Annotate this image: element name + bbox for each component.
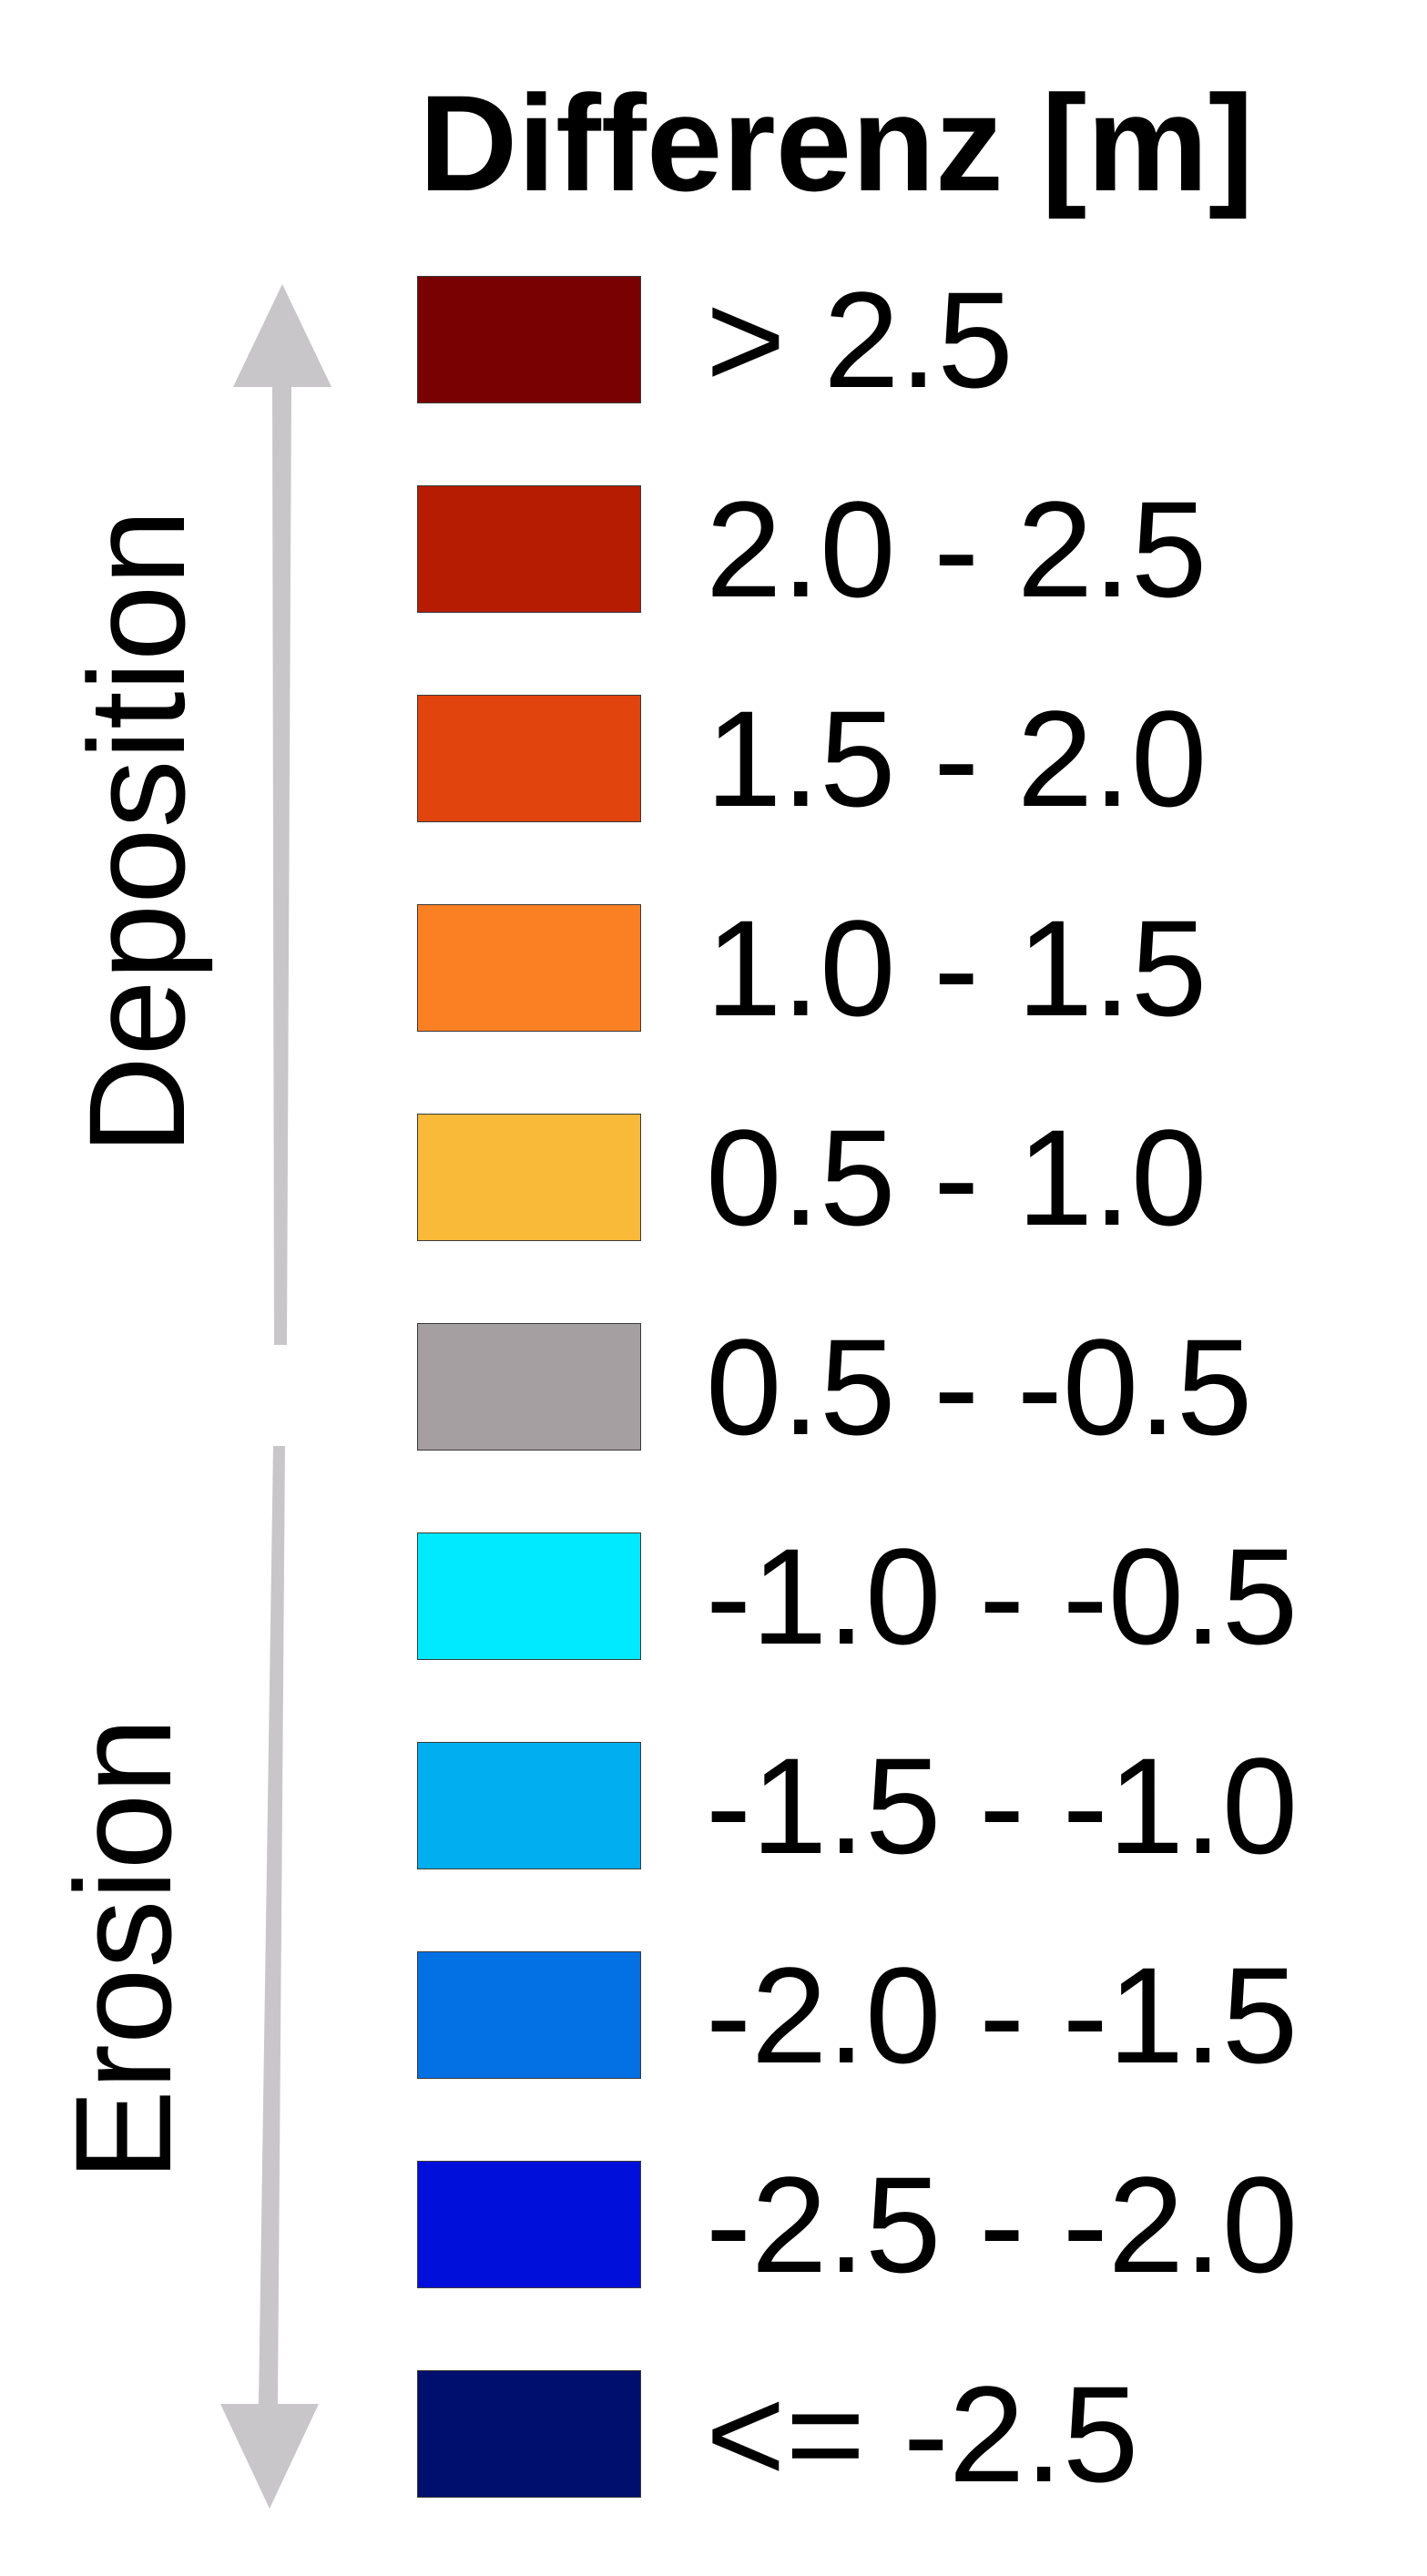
class-label: 0.5 - 1.0 — [706, 1101, 1208, 1254]
legend-row: > 2.5 — [0, 271, 1427, 408]
color-swatch — [417, 1951, 641, 2079]
deposition-arrow-icon — [233, 284, 331, 1345]
class-label: 1.0 - 1.5 — [706, 891, 1208, 1044]
color-swatch — [417, 276, 641, 403]
legend-row: 0.5 - 1.0 — [0, 1109, 1427, 1246]
class-label: -2.5 - -2.0 — [706, 2148, 1299, 2301]
direction-arrows — [220, 284, 331, 2509]
legend-row: -1.0 - -0.5 — [0, 1528, 1427, 1665]
class-label: -2.0 - -1.5 — [706, 1939, 1299, 2092]
class-label: <= -2.5 — [706, 2357, 1139, 2510]
legend-row: 0.5 - -0.5 — [0, 1319, 1427, 1455]
legend-row: 2.0 - 2.5 — [0, 481, 1427, 617]
color-swatch — [417, 2370, 641, 2498]
color-swatch — [417, 1323, 641, 1451]
color-swatch — [417, 1742, 641, 1869]
class-label: 0.5 - -0.5 — [706, 1310, 1253, 1463]
legend-row: -1.5 - -1.0 — [0, 1737, 1427, 1874]
erosion-arrow-icon — [220, 1446, 319, 2509]
color-swatch — [417, 2161, 641, 2288]
legend-row: -2.0 - -1.5 — [0, 1947, 1427, 2083]
class-label: > 2.5 — [706, 263, 1014, 416]
color-swatch — [417, 1114, 641, 1241]
color-swatch — [417, 485, 641, 613]
legend-row: <= -2.5 — [0, 2366, 1427, 2502]
class-label: 1.5 - 2.0 — [706, 682, 1208, 835]
class-label: -1.0 - -0.5 — [706, 1520, 1299, 1673]
legend-row: 1.5 - 2.0 — [0, 690, 1427, 827]
class-label: -1.5 - -1.0 — [706, 1729, 1299, 1882]
legend-row: 1.0 - 1.5 — [0, 900, 1427, 1036]
legend-title: Differenz [m] — [419, 66, 1254, 219]
color-swatch — [417, 904, 641, 1032]
legend-row: -2.5 - -2.0 — [0, 2156, 1427, 2293]
color-swatch — [417, 1532, 641, 1660]
color-swatch — [417, 695, 641, 822]
class-label: 2.0 - 2.5 — [706, 473, 1208, 626]
